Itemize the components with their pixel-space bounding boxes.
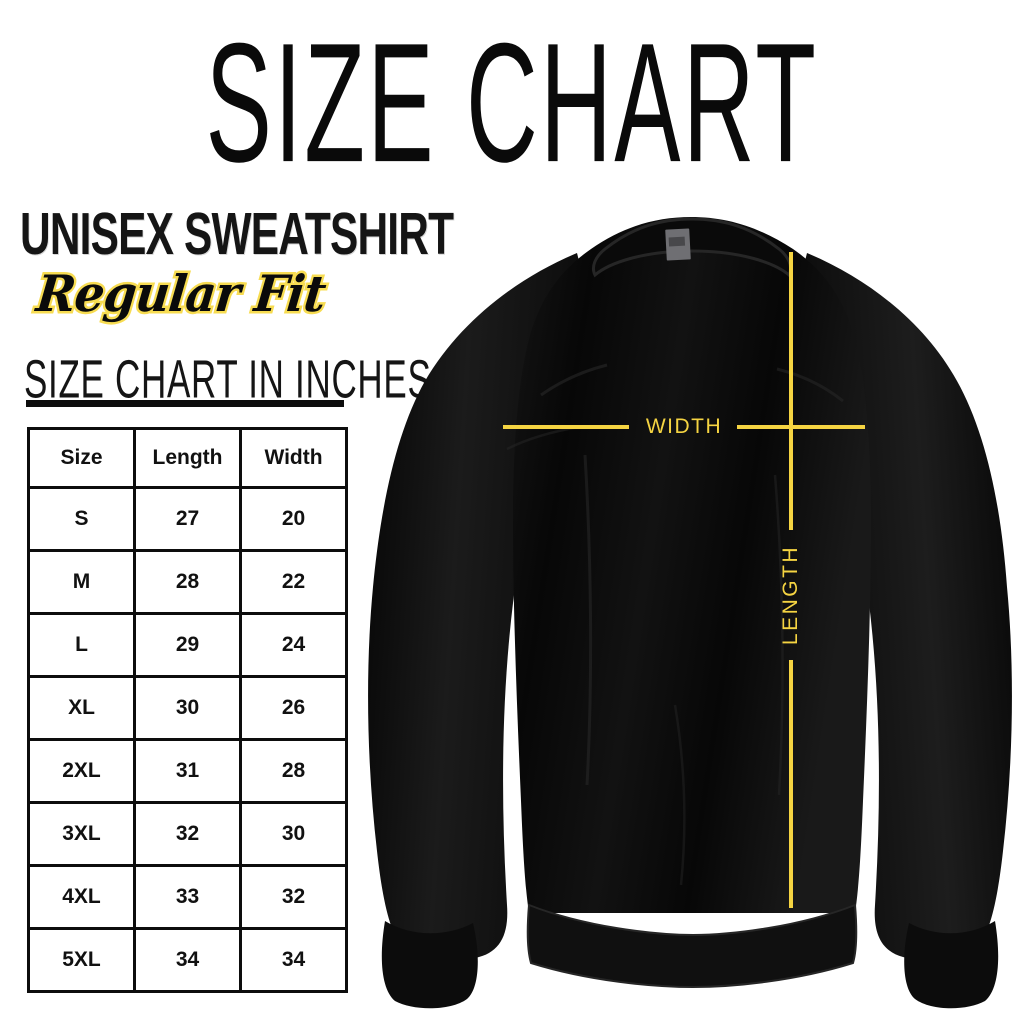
sweatshirt-body: [513, 217, 871, 913]
left-cuff: [381, 921, 478, 1009]
right-cuff: [904, 921, 999, 1009]
table-row: 2XL 31 28: [27, 738, 348, 804]
cell-size: 5XL: [27, 927, 136, 993]
garment-type-heading: UNISEX SWEATSHIRT: [20, 201, 454, 268]
cell-size: XL: [27, 675, 136, 741]
table-row: 4XL 33 32: [27, 864, 348, 930]
table-row: L 29 24: [27, 612, 348, 678]
column-header-width: Width: [239, 427, 348, 489]
cell-width: 30: [239, 801, 348, 867]
table-row: 3XL 32 30: [27, 801, 348, 867]
table-row: XL 30 26: [27, 675, 348, 741]
cell-length: 30: [133, 675, 242, 741]
cell-width: 20: [239, 486, 348, 552]
cell-length: 34: [133, 927, 242, 993]
cell-size: 4XL: [27, 864, 136, 930]
table-header-row: Size Length Width: [27, 427, 348, 489]
table-heading: SIZE CHART IN INCHES: [24, 348, 432, 410]
size-chart-table: Size Length Width S 27 20 M 28 22 L 29 2…: [27, 427, 348, 993]
garment-neck-label-icon: [665, 228, 691, 261]
cell-length: 31: [133, 738, 242, 804]
column-header-size: Size: [27, 427, 136, 489]
cell-length: 28: [133, 549, 242, 615]
page-title: SIZE CHART: [205, 7, 819, 198]
sweatshirt-illustration: [355, 205, 1024, 1010]
cell-width: 34: [239, 927, 348, 993]
table-heading-group: SIZE CHART IN INCHES: [24, 352, 431, 407]
table-row: 5XL 34 34: [27, 927, 348, 993]
cell-length: 33: [133, 864, 242, 930]
table-row: S 27 20: [27, 486, 348, 552]
cell-length: 32: [133, 801, 242, 867]
cell-width: 32: [239, 864, 348, 930]
cell-width: 24: [239, 612, 348, 678]
fabric-folds: [506, 363, 844, 886]
column-header-length: Length: [133, 427, 242, 489]
cell-size: S: [27, 486, 136, 552]
table-row: M 28 22: [27, 549, 348, 615]
cell-size: 2XL: [27, 738, 136, 804]
cell-size: M: [27, 549, 136, 615]
cell-length: 29: [133, 612, 242, 678]
cell-size: 3XL: [27, 801, 136, 867]
fit-label: Regular Fit: [31, 262, 330, 326]
cell-size: L: [27, 612, 136, 678]
cell-width: 22: [239, 549, 348, 615]
cell-length: 27: [133, 486, 242, 552]
cell-width: 28: [239, 738, 348, 804]
table-heading-underline: [26, 400, 344, 407]
cell-width: 26: [239, 675, 348, 741]
collar: [591, 217, 793, 278]
waistband: [526, 903, 858, 989]
